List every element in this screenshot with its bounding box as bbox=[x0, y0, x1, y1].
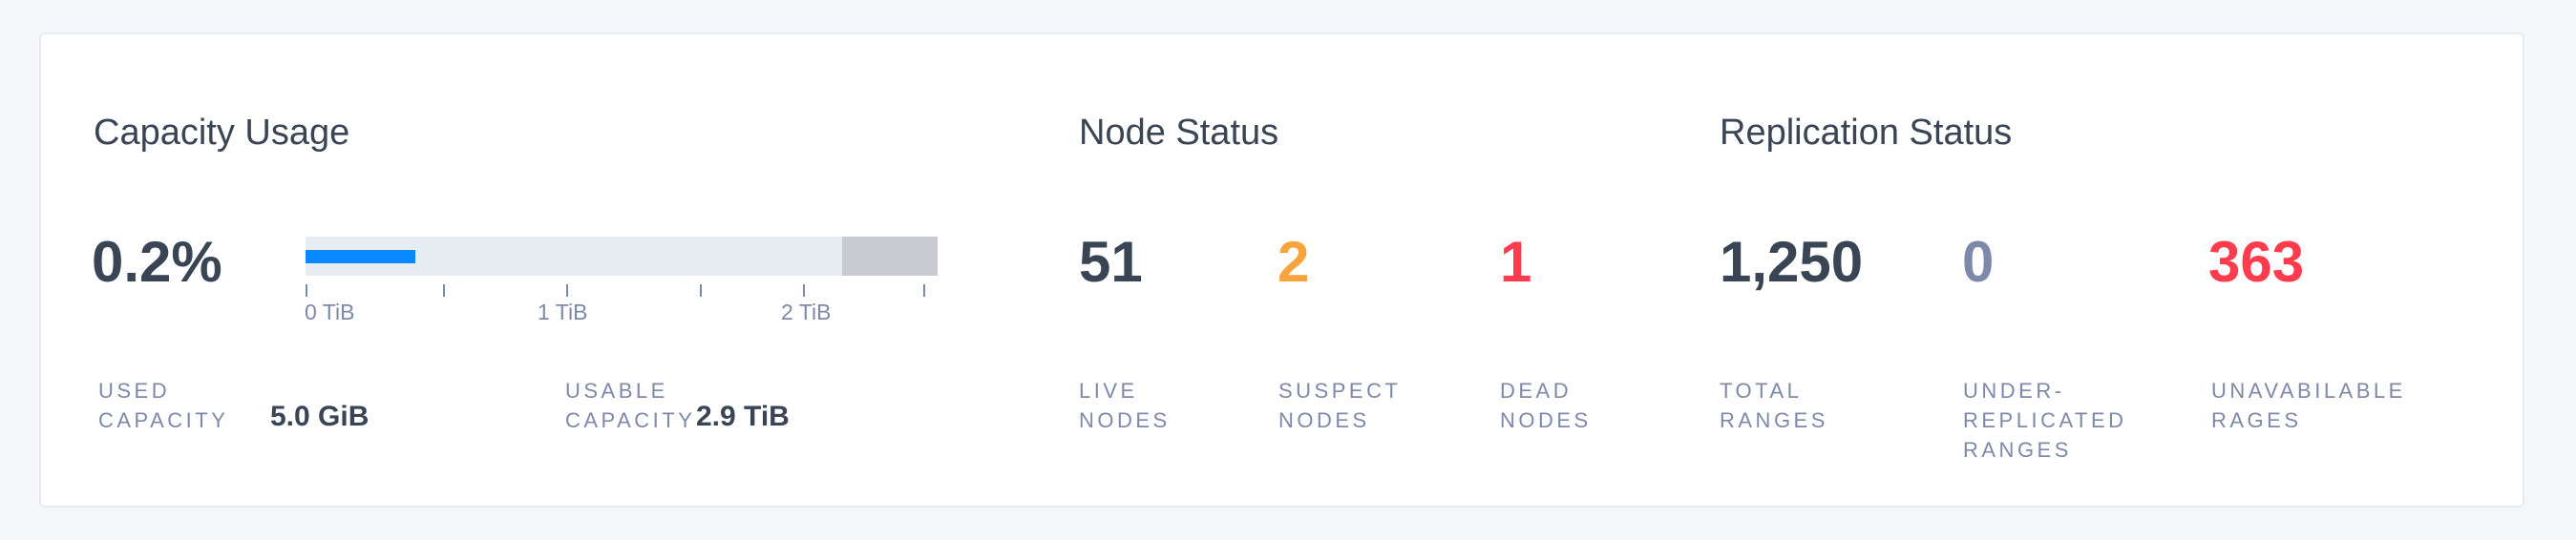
axis-tick bbox=[566, 284, 568, 297]
label-line: SUSPECT bbox=[1278, 379, 1402, 403]
total-ranges-count: 1,250 bbox=[1720, 230, 1864, 294]
label-line: REPLICATED bbox=[1963, 408, 2127, 432]
under-replicated-count: 0 bbox=[1962, 230, 1995, 294]
label-line: RANGES bbox=[1720, 408, 1828, 432]
label-line: LIVE bbox=[1079, 379, 1138, 403]
live-nodes-count: 51 bbox=[1079, 230, 1143, 294]
suspect-nodes-label: SUSPECT NODES bbox=[1278, 376, 1401, 435]
capacity-bar bbox=[306, 237, 938, 276]
label-line: UNAVABILABLE bbox=[2211, 379, 2406, 403]
label-line: CAPACITY bbox=[565, 408, 696, 432]
label-line: TOTAL bbox=[1720, 379, 1803, 403]
dead-nodes-label: DEAD NODES bbox=[1500, 376, 1592, 435]
usable-capacity-label: USABLE CAPACITY bbox=[565, 376, 695, 435]
capacity-bar-used bbox=[306, 250, 416, 263]
axis-tick bbox=[306, 284, 307, 297]
capacity-percent: 0.2% bbox=[92, 230, 222, 294]
label-line: CAPACITY bbox=[98, 408, 229, 432]
used-capacity-label: USED CAPACITY bbox=[98, 376, 228, 435]
axis-tick bbox=[700, 284, 702, 297]
under-replicated-label: UNDER- REPLICATED RANGES bbox=[1963, 376, 2127, 465]
label-line: NODES bbox=[1079, 408, 1171, 432]
label-line: RANGES bbox=[1963, 438, 2072, 462]
unavailable-ranges-count: 363 bbox=[2208, 230, 2305, 294]
axis-tick bbox=[443, 284, 445, 297]
tick-label: 1 TiB bbox=[538, 300, 588, 324]
axis-tick bbox=[923, 284, 925, 297]
live-nodes-label: LIVE NODES bbox=[1079, 376, 1171, 435]
axis-tick bbox=[803, 284, 805, 297]
label-line: DEAD bbox=[1500, 379, 1573, 403]
label-line: RAGES bbox=[2211, 408, 2302, 432]
tick-label: 0 TiB bbox=[305, 300, 355, 324]
capacity-bar-reserved bbox=[842, 237, 938, 276]
capacity-usage-title: Capacity Usage bbox=[94, 113, 350, 153]
label-line: USED bbox=[98, 379, 171, 403]
label-line: UNDER- bbox=[1963, 379, 2065, 403]
used-capacity-value: 5.0 GiB bbox=[270, 401, 370, 432]
replication-status-title: Replication Status bbox=[1720, 113, 2013, 153]
tick-label: 2 TiB bbox=[781, 300, 832, 324]
dead-nodes-count: 1 bbox=[1500, 230, 1532, 294]
usable-capacity-value: 2.9 TiB bbox=[696, 401, 790, 432]
suspect-nodes-count: 2 bbox=[1277, 230, 1310, 294]
unavailable-ranges-label: UNAVABILABLE RAGES bbox=[2211, 376, 2406, 435]
node-status-title: Node Status bbox=[1079, 113, 1279, 153]
label-line: NODES bbox=[1500, 408, 1592, 432]
label-line: NODES bbox=[1278, 408, 1370, 432]
label-line: USABLE bbox=[565, 379, 668, 403]
total-ranges-label: TOTAL RANGES bbox=[1720, 376, 1828, 435]
